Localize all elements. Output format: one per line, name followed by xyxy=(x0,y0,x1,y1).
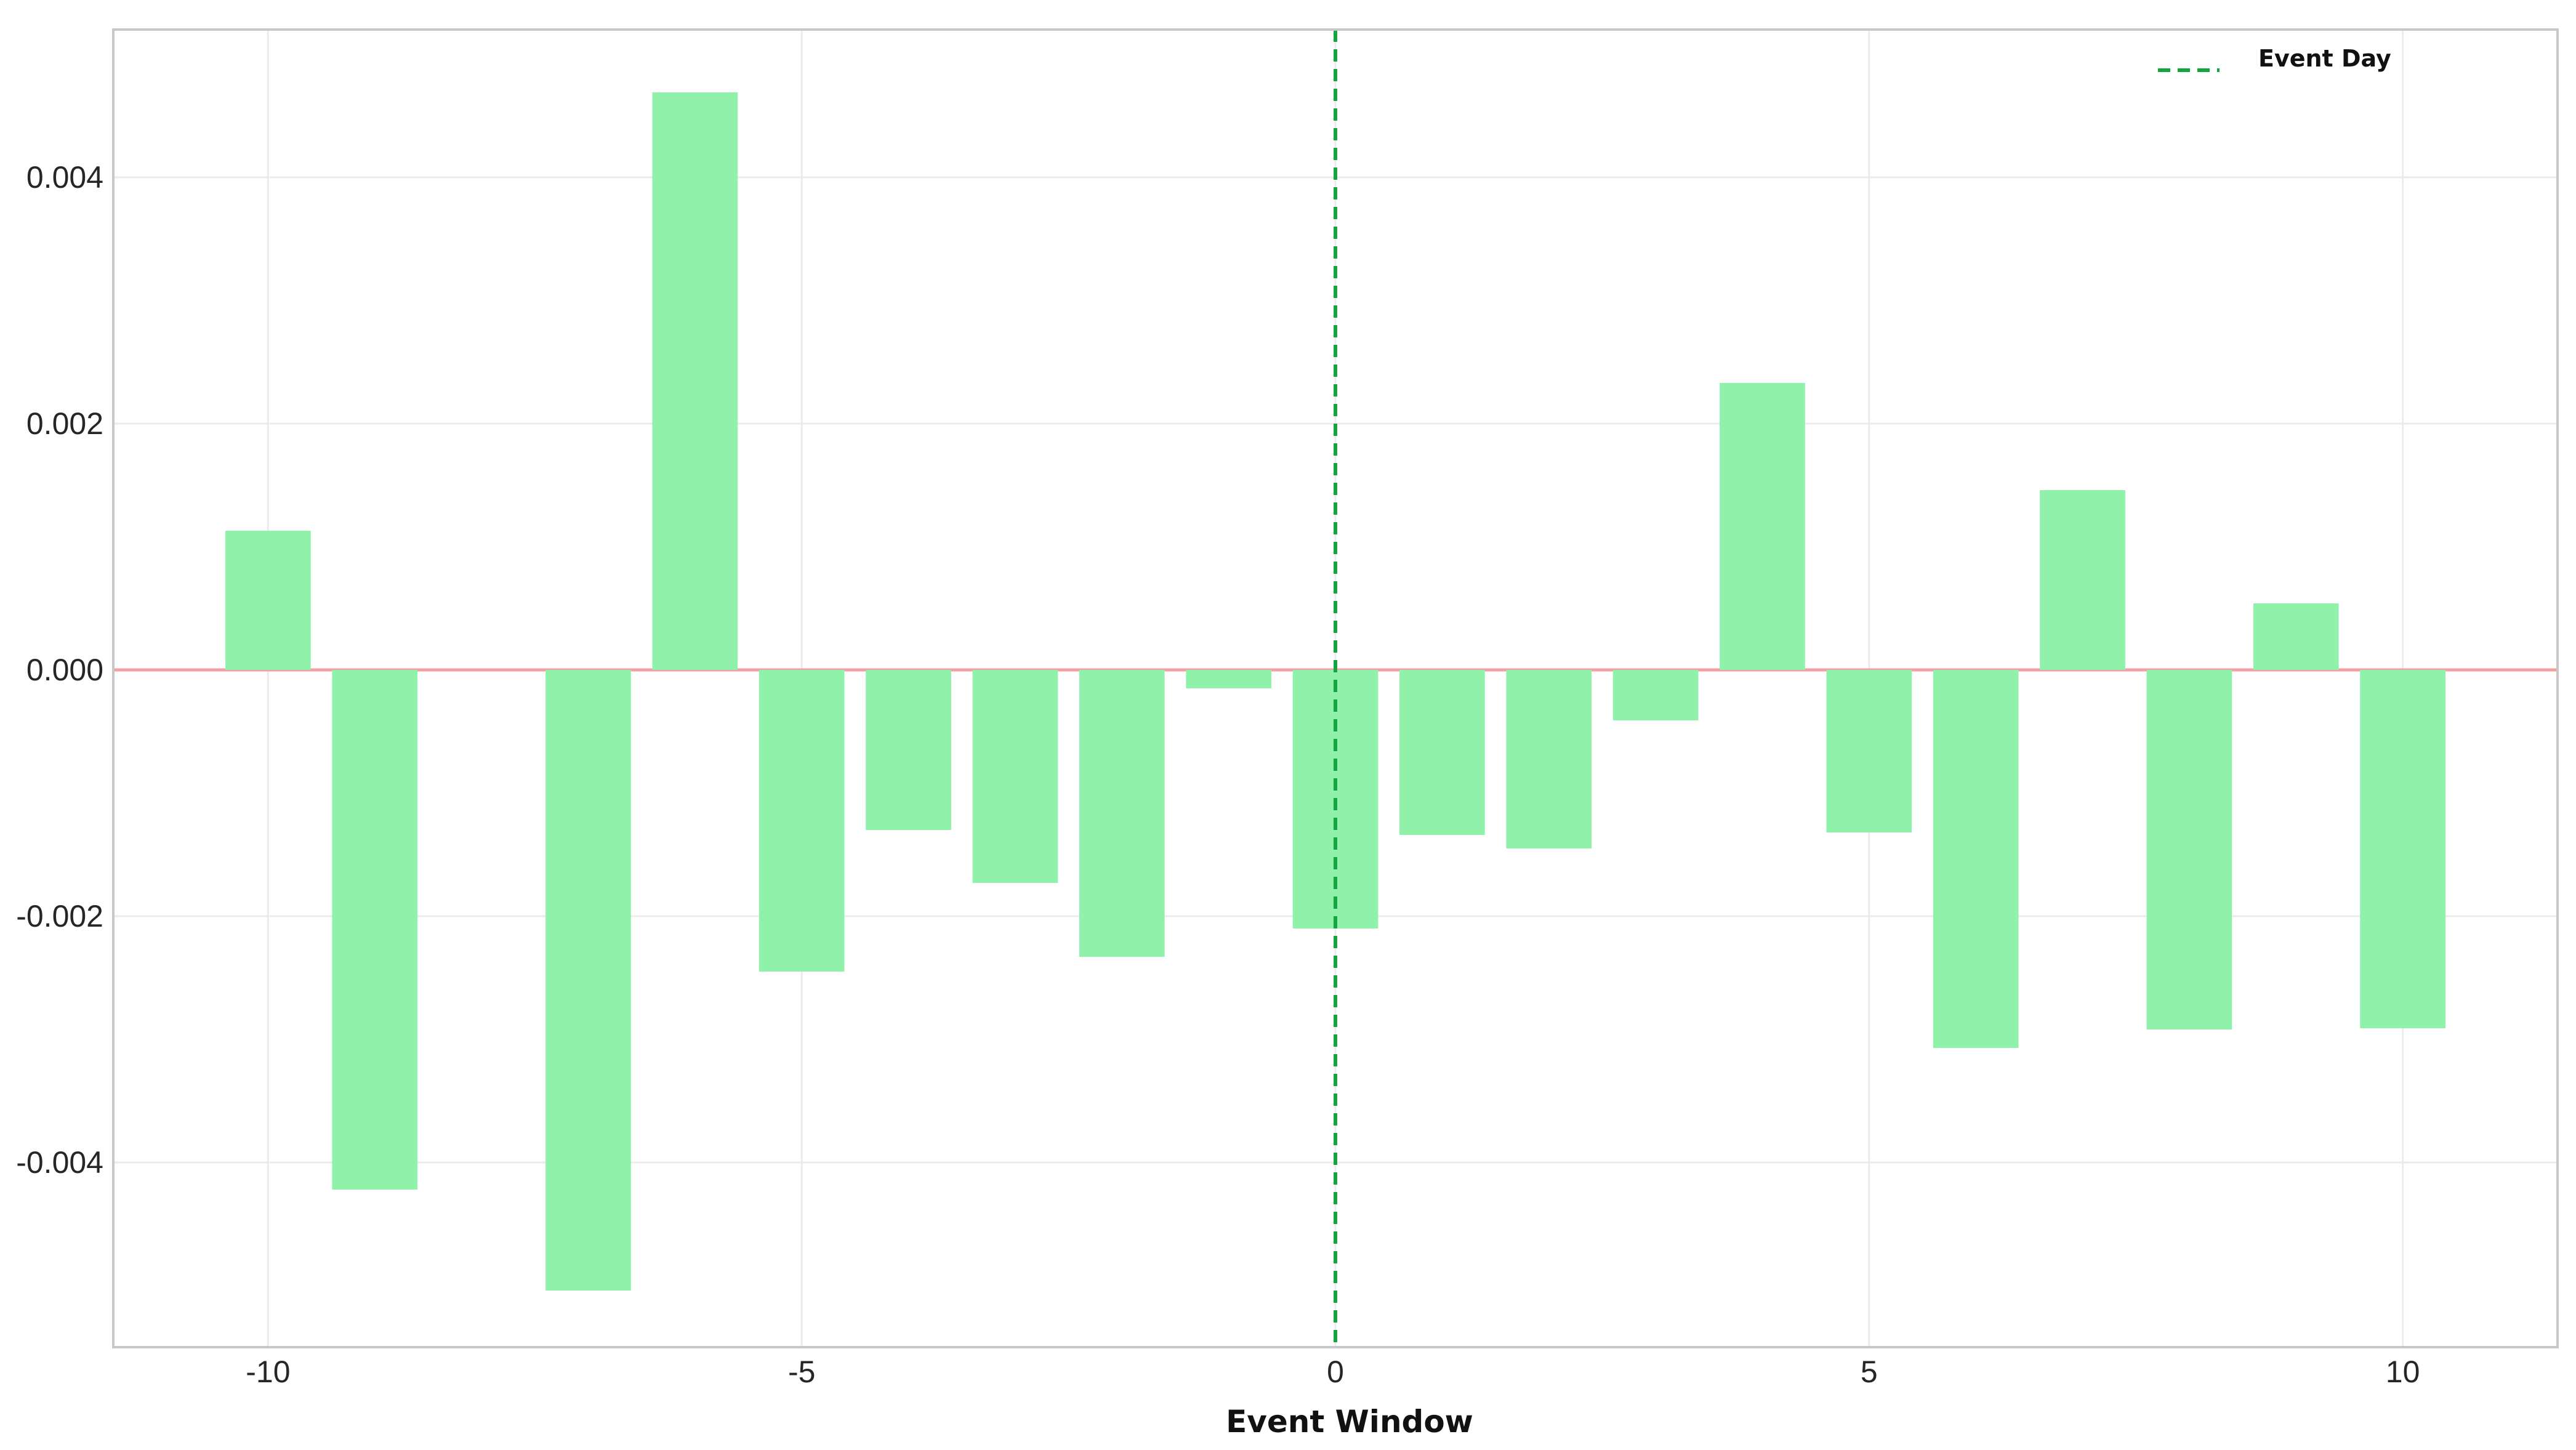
x-axis-ticks: -10 -5 0 5 10 xyxy=(246,1355,2420,1389)
bar--10 xyxy=(225,531,311,670)
bar--4 xyxy=(866,670,951,830)
bar-1 xyxy=(1399,670,1485,835)
x-tick-label: 0 xyxy=(1327,1355,1344,1389)
x-tick-label: -5 xyxy=(788,1355,815,1389)
bar-4 xyxy=(1720,383,1805,670)
y-tick-label: 0.004 xyxy=(26,160,103,195)
bar--6 xyxy=(652,92,738,670)
x-tick-label: 10 xyxy=(2386,1355,2420,1389)
bars xyxy=(225,92,2445,1291)
bar-8 xyxy=(2146,670,2232,1029)
bar--5 xyxy=(759,670,845,972)
bar-2 xyxy=(1506,670,1592,848)
y-tick-label: 0.002 xyxy=(26,406,103,441)
bar--2 xyxy=(1079,670,1165,957)
plot-frame xyxy=(112,28,2559,1348)
y-tick-label: -0.004 xyxy=(16,1145,103,1180)
bar--9 xyxy=(332,670,418,1190)
bar--7 xyxy=(545,670,631,1291)
bar-3 xyxy=(1612,670,1699,720)
bar--3 xyxy=(972,670,1058,883)
bar-6 xyxy=(1933,670,2019,1048)
y-tick-label: -0.002 xyxy=(16,899,103,933)
bar--1 xyxy=(1186,670,1271,688)
bar-10 xyxy=(2360,670,2445,1028)
bar-7 xyxy=(2040,490,2125,670)
x-tick-label: -10 xyxy=(246,1355,290,1389)
x-axis-title: Event Window xyxy=(1226,1404,1473,1440)
legend: Event Day xyxy=(2158,45,2391,72)
bar-9 xyxy=(2253,603,2339,670)
y-axis-ticks: -0.004 -0.002 0.000 0.002 0.004 xyxy=(16,160,103,1180)
y-tick-label: 0.000 xyxy=(26,653,103,687)
bar-5 xyxy=(1826,670,1912,832)
legend-event-day-label: Event Day xyxy=(2258,45,2391,72)
x-tick-label: 5 xyxy=(1861,1355,1878,1389)
